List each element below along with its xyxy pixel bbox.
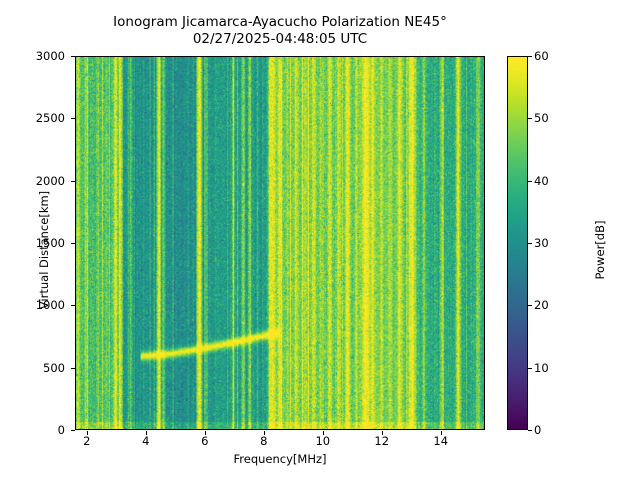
x-tick-label: 2 [83, 434, 91, 448]
x-tick-mark [86, 431, 88, 435]
y-tick-mark [71, 56, 75, 57]
y-tick-label: 1500 [35, 236, 65, 250]
colorbar-tick-label: 50 [534, 111, 549, 126]
y-tick-label: 500 [43, 360, 65, 375]
y-axis-label: Virtual Distance[km] [37, 190, 51, 310]
colorbar-label: Power[dB] [593, 220, 607, 280]
y-tick-label: 2000 [35, 173, 65, 188]
x-tick-mark [440, 431, 442, 435]
colorbar-tick-mark [528, 118, 532, 120]
colorbar-tick-label: 0 [534, 423, 542, 437]
ionogram-heatmap-canvas [76, 57, 484, 429]
colorbar-tick-label: 30 [534, 236, 549, 250]
x-tick-mark [145, 431, 147, 435]
colorbar-tick-mark [528, 56, 532, 57]
x-tick-label: 4 [142, 434, 150, 448]
colorbar-tick-mark [528, 367, 532, 369]
y-tick-mark [71, 305, 75, 307]
x-axis-label: Frequency[MHz] [233, 452, 327, 466]
x-tick-mark [204, 431, 206, 435]
colorbar-tick-label: 10 [534, 360, 549, 375]
colorbar-tick-label: 20 [534, 298, 549, 313]
y-tick-label: 1000 [35, 298, 65, 313]
colorbar [507, 56, 528, 430]
x-tick-mark [381, 431, 383, 435]
x-tick-label: 10 [315, 434, 331, 448]
figure-title: Ionogram Jicamarca-Ayacucho Polarization… [0, 14, 560, 48]
x-tick-label: 14 [433, 434, 449, 448]
colorbar-tick-mark [528, 305, 532, 307]
x-tick-label: 12 [374, 434, 390, 448]
y-tick-mark [71, 243, 75, 244]
y-tick-mark [71, 367, 75, 369]
x-tick-mark [263, 431, 265, 435]
y-tick-label: 3000 [35, 49, 65, 63]
colorbar-tick-label: 40 [534, 173, 549, 188]
y-tick-label: 2500 [35, 111, 65, 126]
y-tick-label: 0 [57, 423, 65, 437]
x-tick-mark [322, 431, 324, 435]
colorbar-gradient [508, 57, 527, 429]
title-line-2: 02/27/2025-04:48:05 UTC [192, 31, 368, 47]
y-tick-mark [71, 430, 75, 431]
colorbar-tick-mark [528, 430, 532, 431]
y-tick-mark [71, 118, 75, 120]
x-tick-label: 6 [201, 434, 209, 448]
colorbar-tick-mark [528, 180, 532, 182]
x-tick-label: 8 [260, 434, 268, 448]
colorbar-tick-label: 60 [534, 49, 549, 63]
heatmap-plot-area [75, 56, 485, 430]
colorbar-tick-mark [528, 243, 532, 244]
y-tick-mark [71, 180, 75, 182]
title-line-1: Ionogram Jicamarca-Ayacucho Polarization… [113, 14, 447, 30]
